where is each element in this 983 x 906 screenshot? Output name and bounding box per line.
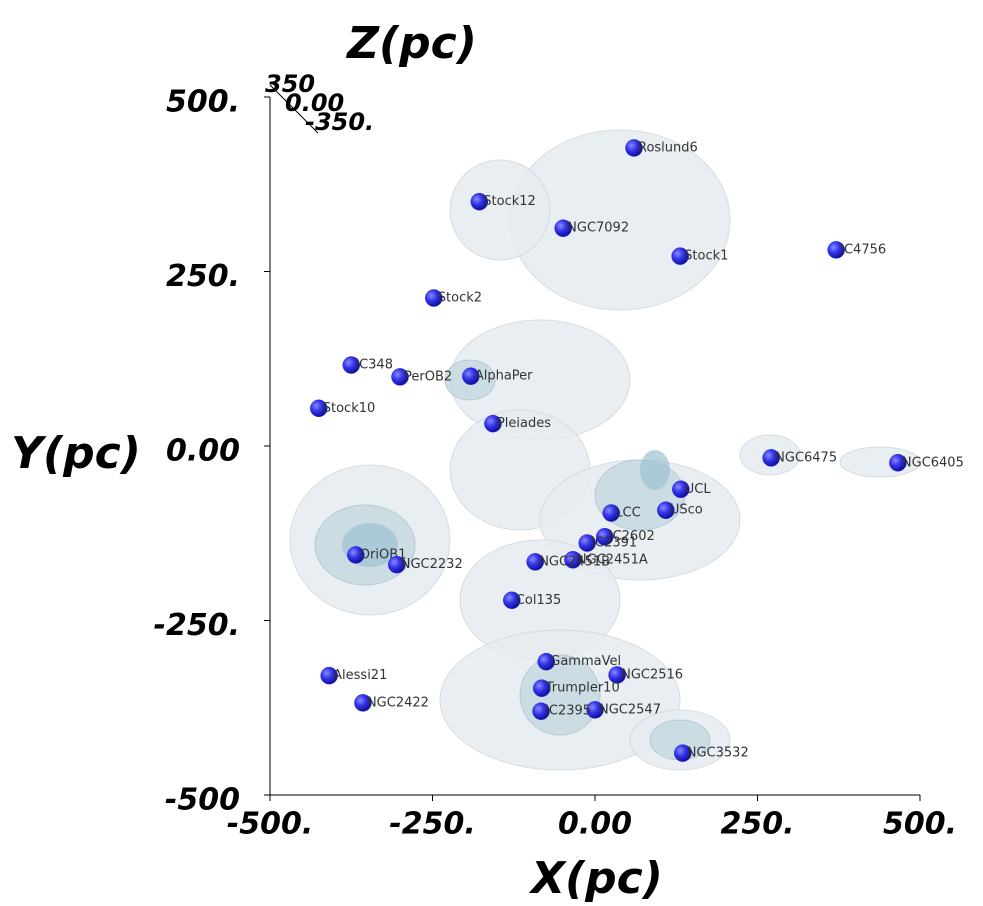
cluster-label: GammaVel xyxy=(550,654,621,669)
cluster-label: NGC2451A xyxy=(577,552,648,567)
cluster-label: Roslund6 xyxy=(638,140,698,155)
cluster-point xyxy=(532,702,550,720)
cluster-label: NGC6475 xyxy=(775,450,837,465)
cluster-point xyxy=(671,247,689,265)
cluster-point xyxy=(596,527,614,546)
cluster-label: NGC2547 xyxy=(599,702,661,717)
cluster-label: Alessi21 xyxy=(333,668,387,683)
z-axis xyxy=(269,84,319,134)
z-tick-label: 350 xyxy=(265,70,315,98)
cluster-label: AlphaPer xyxy=(475,369,533,384)
cluster-point xyxy=(578,534,596,552)
cluster-label: NGC3532 xyxy=(687,746,749,761)
cluster-label: NGC2451B xyxy=(539,554,610,569)
cluster-point xyxy=(537,652,555,671)
y-tick-label: -250. xyxy=(154,608,240,643)
x-tick-label: 0.00 xyxy=(558,807,632,842)
cluster-point xyxy=(526,553,544,571)
cluster-label: NGC2422 xyxy=(367,695,429,710)
cluster-point xyxy=(484,414,502,433)
cluster-point xyxy=(657,501,675,519)
cluster-point xyxy=(347,546,365,564)
cluster-label: IC2395 xyxy=(545,704,591,719)
cluster-label: NGC2516 xyxy=(621,667,683,682)
x-axis-title: X(pc) xyxy=(528,853,663,904)
cluster-point xyxy=(425,289,443,307)
cluster-point xyxy=(532,679,551,697)
cluster-label: Stock2 xyxy=(438,291,482,306)
cluster-label: NGC6405 xyxy=(902,455,964,470)
cluster-point xyxy=(470,192,489,211)
cluster-point xyxy=(672,480,690,499)
cluster-point xyxy=(462,367,480,385)
cluster-point xyxy=(762,449,780,467)
cluster-point xyxy=(889,454,907,472)
y-tick-label: 500. xyxy=(166,85,240,120)
cluster-label: IC4756 xyxy=(840,242,886,257)
cluster-point xyxy=(503,591,521,610)
cluster-label: Stock12 xyxy=(483,194,536,209)
cluster-point xyxy=(602,504,620,522)
density-contours xyxy=(289,129,921,771)
cluster-point xyxy=(564,551,582,569)
cluster-label: Stock10 xyxy=(323,401,376,416)
cluster-point xyxy=(320,666,338,685)
cluster-point xyxy=(342,356,360,374)
cluster-label: IC348 xyxy=(355,358,393,373)
cluster-label: NGC7092 xyxy=(567,221,629,236)
z-tick-label: -350. xyxy=(305,108,374,136)
cluster-label: Col135 xyxy=(516,593,561,608)
cluster-label: Pleiades xyxy=(497,416,551,431)
x-tick-label: 500. xyxy=(883,807,957,842)
y-axis-title: Y(pc) xyxy=(11,428,141,479)
cluster-point xyxy=(310,399,328,418)
cluster-label: NGC2232 xyxy=(401,557,463,572)
z-tick-label: 0.00 xyxy=(285,89,344,117)
cluster-point xyxy=(608,666,626,684)
cluster-point xyxy=(674,744,692,762)
cluster-point xyxy=(625,139,643,157)
cluster-label: IC2602 xyxy=(609,529,655,544)
cluster-point xyxy=(827,241,845,259)
x-tick-label: -500. xyxy=(227,807,313,842)
cluster-label: UCL xyxy=(685,482,712,497)
cluster-label: Trumpler10 xyxy=(545,681,620,696)
cluster-label: LCC xyxy=(615,506,640,521)
cluster-label: USco xyxy=(670,503,703,518)
x-tick-label: -250. xyxy=(389,807,475,842)
cluster-label: IC2391 xyxy=(591,536,637,551)
z-axis-title: Z(pc) xyxy=(345,18,477,69)
cluster-label: PerOB2 xyxy=(404,369,452,384)
y-tick-label: 0.00 xyxy=(166,434,240,469)
cluster-point xyxy=(554,219,572,237)
cluster-point xyxy=(354,694,372,712)
y-tick-label: -500 xyxy=(165,783,240,818)
cluster-point xyxy=(586,701,604,719)
x-tick-label: 250. xyxy=(720,807,794,842)
cluster-point xyxy=(388,555,406,574)
cluster-label: Stock1 xyxy=(684,249,728,264)
cluster-point xyxy=(391,368,409,386)
y-tick-label: 250. xyxy=(166,259,240,294)
